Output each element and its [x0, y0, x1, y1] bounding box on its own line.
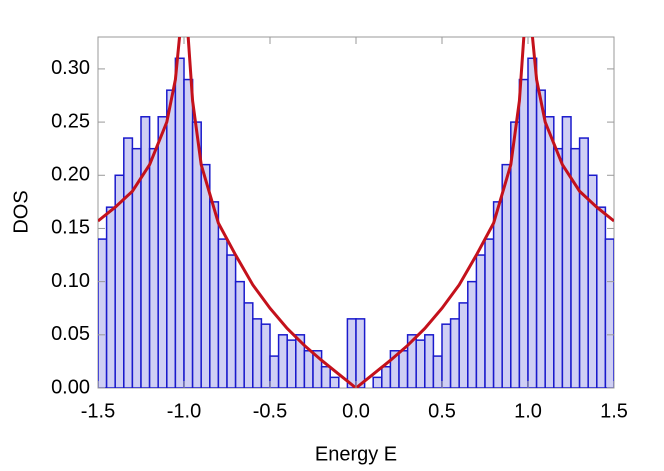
histogram-bar — [492, 201, 503, 388]
histogram-bar — [398, 350, 409, 388]
histogram-bar — [484, 238, 495, 388]
histogram-bar — [209, 201, 220, 388]
histogram-bar — [286, 339, 297, 388]
histogram-bar — [604, 238, 614, 388]
histogram-bar — [415, 339, 426, 388]
histogram-bar — [226, 254, 237, 388]
y-tick-label: 0.30 — [51, 57, 90, 79]
histogram-bar — [518, 78, 529, 388]
histogram-bar — [561, 116, 572, 388]
histogram-bar — [166, 89, 177, 388]
histogram-bar — [553, 147, 564, 388]
histogram-bar — [467, 280, 478, 388]
histogram-bar — [346, 318, 357, 388]
histogram-bar — [105, 206, 116, 388]
x-tick-label: 0.5 — [428, 400, 456, 422]
histogram-bar — [535, 89, 546, 388]
histogram-bar — [217, 238, 228, 388]
x-tick-label: 0.0 — [342, 400, 370, 422]
histogram-bar — [174, 57, 185, 388]
x-tick-label: -0.5 — [253, 400, 287, 422]
y-tick-label: 0.10 — [51, 270, 90, 292]
histogram-bar — [544, 116, 555, 388]
histogram-bar — [269, 355, 280, 388]
y-tick-label: 0.00 — [51, 376, 90, 398]
histogram-bar — [578, 137, 589, 388]
histogram-bar — [243, 302, 254, 388]
x-tick-label: -1.5 — [81, 400, 115, 422]
y-axis-label: DOS — [10, 190, 32, 233]
histogram-bar — [260, 323, 271, 388]
plot-area — [98, 37, 614, 388]
dos-curve — [98, 37, 614, 388]
histogram-bar — [157, 116, 168, 388]
histogram-bar — [381, 365, 392, 388]
x-tick-label: -1.0 — [167, 400, 201, 422]
histogram-bar — [123, 137, 134, 388]
y-tick-label: 0.15 — [51, 217, 90, 239]
y-tick-label: 0.25 — [51, 110, 90, 132]
histogram-bar — [527, 57, 538, 388]
histogram-bar — [458, 302, 469, 388]
histogram-bar — [424, 334, 435, 388]
x-axis-label: Energy E — [315, 443, 397, 465]
histogram-bar — [475, 254, 486, 388]
histogram-bar — [320, 365, 331, 388]
histogram-bar — [252, 318, 263, 388]
histogram-bar — [277, 334, 288, 388]
histogram-bar — [183, 78, 194, 388]
y-tick-label: 0.05 — [51, 323, 90, 345]
histogram-bar — [148, 147, 159, 388]
y-tick-label: 0.20 — [51, 164, 90, 186]
x-tick-label: 1.5 — [600, 400, 628, 422]
x-tick-label: 1.0 — [514, 400, 542, 422]
histogram-bar — [501, 163, 512, 388]
histogram-bar — [355, 318, 366, 388]
histogram-bar — [234, 280, 245, 388]
histogram-bar — [372, 376, 383, 388]
histogram-bar — [98, 238, 108, 388]
histogram-bar — [432, 355, 443, 388]
histogram-bar — [140, 116, 151, 388]
histogram-bar — [441, 323, 452, 388]
histogram-bar — [200, 163, 211, 388]
histogram-bar — [329, 376, 340, 388]
histogram-bar — [303, 350, 314, 388]
histogram-bar — [596, 206, 607, 388]
histogram-bar — [449, 318, 460, 388]
